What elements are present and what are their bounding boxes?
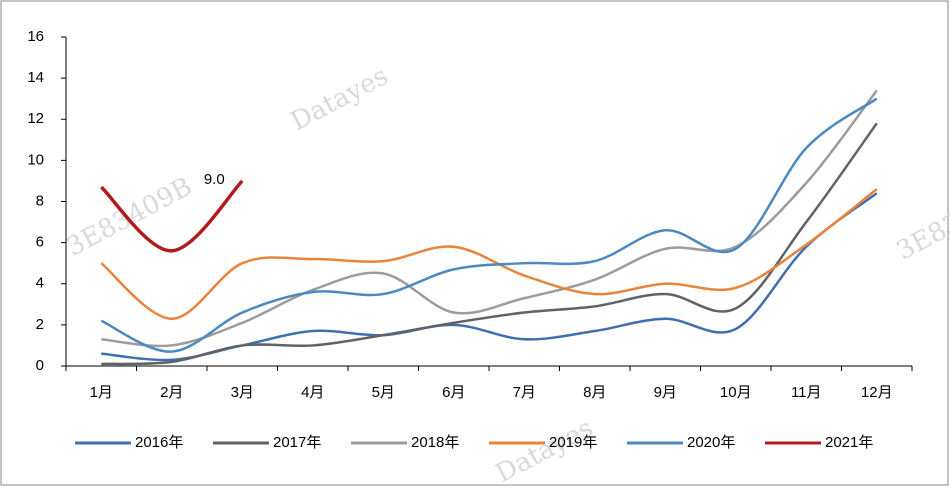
y-tick-label: 0: [36, 357, 44, 374]
y-tick-label: 12: [27, 110, 44, 127]
x-tick-label: 10月: [720, 384, 752, 401]
x-tick-label: 9月: [654, 384, 677, 401]
legend-label: 2021年: [825, 434, 873, 451]
series-line: [100, 97, 878, 353]
series-line: [100, 188, 878, 320]
x-tick-label: 7月: [513, 384, 536, 401]
y-tick-label: 8: [36, 192, 44, 209]
x-tick-label: 5月: [372, 384, 395, 401]
y-tick-label: 14: [27, 69, 44, 86]
x-tick-label: 2月: [160, 384, 183, 401]
legend-label: 2018年: [411, 434, 459, 451]
series-line: [101, 122, 878, 366]
legend-label: 2016年: [135, 434, 183, 451]
y-tick-label: 2: [36, 316, 44, 333]
legend-label: 2020年: [687, 434, 735, 451]
x-tick-label: 8月: [583, 384, 606, 401]
y-tick-label: 10: [27, 151, 44, 168]
x-tick-label: 12月: [861, 384, 893, 401]
data-label: 9.0: [204, 171, 225, 188]
legend-label: 2019年: [549, 434, 597, 451]
x-tick-label: 1月: [90, 384, 113, 401]
x-tick-label: 4月: [301, 384, 324, 401]
y-tick-label: 4: [36, 275, 44, 292]
series-line: [100, 179, 244, 253]
y-tick-label: 6: [36, 234, 44, 251]
x-tick-label: 3月: [231, 384, 254, 401]
x-tick-label: 6月: [442, 384, 465, 401]
x-tick-label: 11月: [791, 384, 822, 401]
y-tick-label: 16: [27, 28, 44, 45]
series-line: [101, 89, 878, 348]
legend-label: 2017年: [273, 434, 321, 451]
